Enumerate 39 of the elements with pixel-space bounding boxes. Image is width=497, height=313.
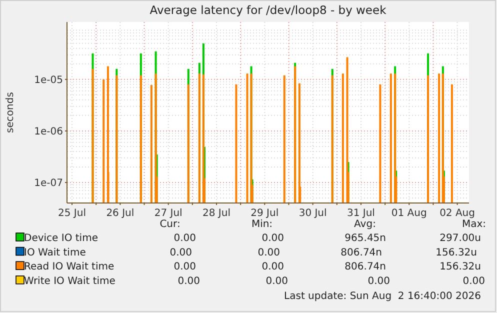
text: 0.00 — [170, 247, 192, 258]
text: 0.00 — [178, 276, 200, 287]
text: 965.45n — [344, 233, 386, 244]
text: Last update: Sun Aug 2 16:40:00 2026 — [284, 291, 481, 302]
x-tick-label: 30 Jul — [298, 208, 327, 219]
x-tick-label: 28 Jul — [202, 208, 230, 219]
text: 0.00 — [258, 247, 280, 258]
text: 0.00 — [262, 262, 284, 273]
text: 806.74n — [340, 247, 382, 258]
text: Avg: — [354, 219, 376, 230]
y-tick-label: 1e-05 — [34, 74, 63, 86]
x-tick-label: 31 Jul — [346, 208, 375, 219]
legend-label: Device IO time — [24, 233, 98, 244]
y-tick-label: 1e-06 — [34, 126, 63, 138]
text: 0.00 — [368, 276, 390, 287]
text: 0.00 — [174, 233, 196, 244]
legend-label: Read IO Wait time — [24, 262, 114, 273]
text: 156.32u — [440, 262, 481, 273]
text: 156.32u — [436, 247, 477, 258]
x-tick-label: 27 Jul — [154, 208, 182, 219]
text: 0.00 — [174, 262, 196, 273]
text: Min: — [251, 219, 273, 230]
chart-title: Average latency for /dev/loop8 - by week — [150, 3, 387, 17]
text: 806.74n — [344, 262, 386, 273]
x-tick-label: 01 Aug — [391, 208, 427, 219]
text: 0.00 — [262, 233, 284, 244]
x-tick-label: 25 Jul — [58, 208, 86, 219]
text: Max: — [462, 219, 486, 230]
y-axis-title: seconds — [5, 92, 16, 133]
legend-label: Write IO Wait time — [24, 276, 116, 287]
text: 297.00u — [440, 233, 481, 244]
y-tick-label: 1e-07 — [34, 178, 63, 189]
text: 0.00 — [266, 276, 288, 287]
x-tick-label: 02 Aug — [440, 208, 476, 219]
x-tick-label: 29 Jul — [250, 208, 279, 219]
legend-label: IO Wait time — [24, 247, 86, 258]
text: 0.00 — [462, 276, 485, 287]
text: Cur: — [160, 219, 180, 230]
x-tick-label: 26 Jul — [106, 208, 134, 219]
